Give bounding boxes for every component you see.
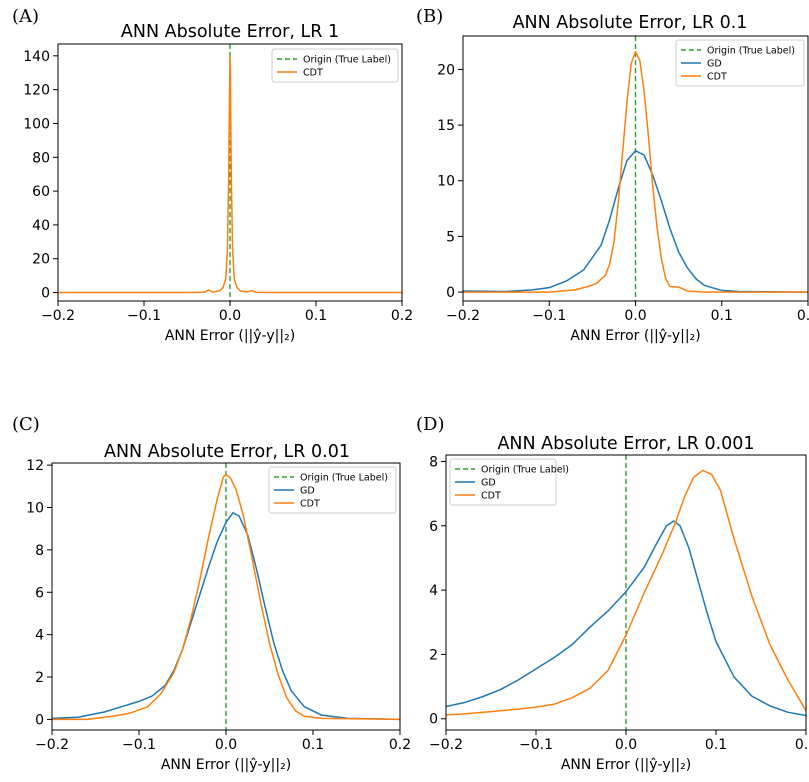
y-tick-label: 40 bbox=[32, 218, 50, 234]
panel-letter: (D) bbox=[416, 414, 444, 435]
x-tick-label: 0.2 bbox=[797, 308, 809, 324]
panel-letter: (C) bbox=[12, 414, 40, 435]
chart-panel-2: (B) ANN Absolute Error, LR 0.1 −0.2 −0.1 0.0… bbox=[416, 6, 809, 344]
y-tick-label: 60 bbox=[32, 184, 50, 200]
legend-label: Origin (True Label) bbox=[303, 55, 391, 66]
panel-letter: (B) bbox=[416, 6, 443, 27]
x-axis-label: ANN Error (||ŷ-y||₂) bbox=[165, 328, 295, 344]
x-tick-label: 0.0 bbox=[219, 308, 241, 324]
legend-box bbox=[271, 48, 399, 83]
y-tick-label: 2 bbox=[429, 647, 438, 663]
x-axis-label: ANN Error (||ŷ-y||₂) bbox=[161, 757, 291, 773]
legend-box bbox=[449, 458, 557, 506]
x-axis-label: ANN Error (||ŷ-y||₂) bbox=[570, 328, 700, 344]
x-tick-label: 0.0 bbox=[615, 737, 637, 753]
legend-box bbox=[268, 466, 397, 514]
y-tick-label: 8 bbox=[35, 543, 44, 559]
series-line-cdt bbox=[58, 55, 402, 294]
x-tick-label: 0.1 bbox=[302, 737, 324, 753]
y-tick-label: 80 bbox=[32, 150, 50, 166]
chart-title: ANN Absolute Error, LR 0.01 bbox=[104, 442, 350, 462]
y-tick-label: 0 bbox=[41, 286, 50, 302]
y-tick-label: 20 bbox=[32, 252, 50, 268]
y-tick-label: 0 bbox=[446, 285, 455, 301]
legend: Origin (True Label) GD CDT bbox=[268, 466, 397, 514]
x-tick-label: −0.2 bbox=[429, 737, 463, 753]
x-tick-label: 0.0 bbox=[624, 308, 646, 324]
legend-box bbox=[675, 39, 805, 87]
legend-label: CDT bbox=[481, 491, 501, 502]
y-tick-label: 4 bbox=[35, 628, 44, 644]
y-tick-label: 0 bbox=[35, 712, 44, 728]
chart-panel-4: (D) ANN Absolute Error, LR 0.001 −0.2 −0.1 0… bbox=[416, 414, 809, 773]
y-tick-label: 20 bbox=[437, 62, 455, 78]
x-axis-label: ANN Error (||ŷ-y||₂) bbox=[561, 757, 691, 773]
x-tick-label: −0.1 bbox=[532, 308, 566, 324]
legend-label: Origin (True Label) bbox=[300, 473, 388, 484]
y-tick-label: 4 bbox=[429, 583, 438, 599]
legend-label: GD bbox=[481, 478, 496, 489]
series-line-cdt bbox=[446, 469, 806, 716]
y-tick-label: 2 bbox=[35, 670, 44, 686]
x-tick-label: 0.0 bbox=[215, 737, 237, 753]
legend-label: GD bbox=[300, 486, 315, 497]
series-line-gd bbox=[463, 149, 808, 293]
legend-label: CDT bbox=[303, 68, 323, 79]
legend: Origin (True Label) CDT bbox=[271, 48, 399, 83]
y-tick-label: 6 bbox=[35, 585, 44, 601]
y-tick-label: 0 bbox=[429, 712, 438, 728]
y-tick-label: 6 bbox=[429, 519, 438, 535]
legend-label: CDT bbox=[300, 499, 320, 510]
panel-letter: (A) bbox=[12, 6, 39, 27]
chart-panel-3: (C) ANN Absolute Error, LR 0.01 −0.2 −0.1 0.… bbox=[12, 414, 411, 773]
x-tick-label: −0.2 bbox=[446, 308, 480, 324]
y-tick-label: 140 bbox=[23, 49, 50, 65]
legend: Origin (True Label) GD CDT bbox=[449, 458, 569, 506]
legend-label: Origin (True Label) bbox=[707, 46, 795, 57]
x-tick-label: −0.2 bbox=[35, 737, 69, 753]
legend-label: Origin (True Label) bbox=[481, 465, 569, 476]
x-tick-label: −0.1 bbox=[127, 308, 161, 324]
y-tick-label: 8 bbox=[429, 454, 438, 470]
x-tick-label: −0.1 bbox=[519, 737, 553, 753]
y-tick-label: 12 bbox=[26, 458, 44, 474]
y-tick-label: 100 bbox=[23, 116, 50, 132]
y-tick-label: 15 bbox=[437, 118, 455, 134]
y-tick-label: 5 bbox=[446, 229, 455, 245]
series-line-cdt bbox=[463, 50, 808, 293]
x-tick-label: 0.1 bbox=[305, 308, 327, 324]
chart-title: ANN Absolute Error, LR 0.001 bbox=[497, 434, 754, 454]
chart-title: ANN Absolute Error, LR 1 bbox=[121, 22, 339, 42]
legend-label: CDT bbox=[707, 72, 727, 83]
x-tick-label: 0.1 bbox=[711, 308, 733, 324]
series-line-gd bbox=[52, 512, 400, 721]
x-tick-label: 0.2 bbox=[391, 308, 413, 324]
series-line-gd bbox=[446, 520, 806, 717]
legend-label: GD bbox=[707, 59, 722, 70]
x-tick-label: −0.2 bbox=[41, 308, 75, 324]
chart-panel-1: (A) ANN Absolute Error, LR 1 −0.2 −0.1 0.0 0.… bbox=[12, 6, 413, 344]
legend: Origin (True Label) GD CDT bbox=[675, 39, 805, 87]
x-tick-label: −0.1 bbox=[122, 737, 156, 753]
y-tick-label: 10 bbox=[26, 501, 44, 517]
x-tick-label: 0.1 bbox=[705, 737, 727, 753]
y-tick-label: 10 bbox=[437, 174, 455, 190]
series-line-cdt bbox=[52, 473, 400, 721]
x-tick-label: 0.2 bbox=[795, 737, 809, 753]
chart-title: ANN Absolute Error, LR 0.1 bbox=[513, 13, 748, 33]
y-tick-label: 120 bbox=[23, 83, 50, 99]
x-tick-label: 0.2 bbox=[389, 737, 411, 753]
